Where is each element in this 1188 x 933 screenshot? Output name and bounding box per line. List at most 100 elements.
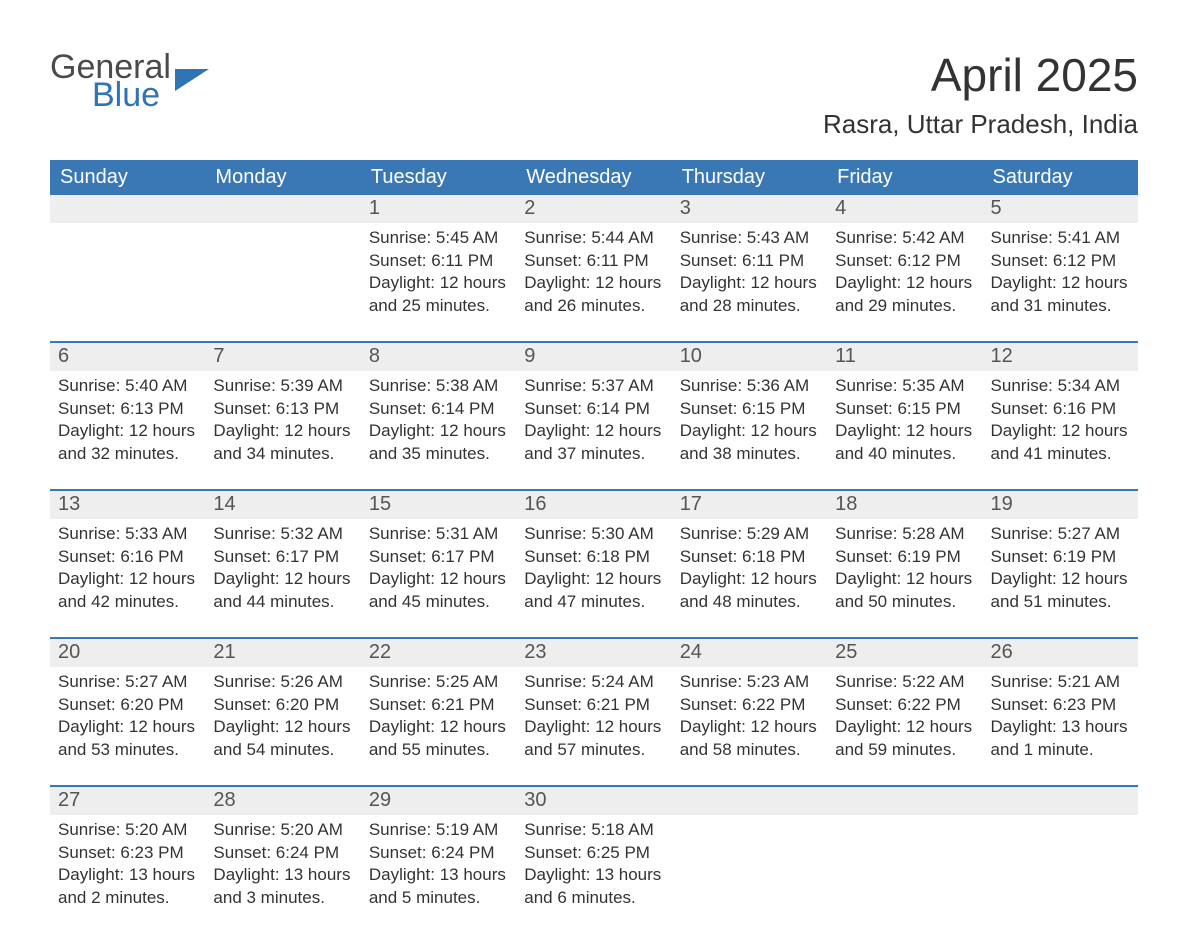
weekday-header-row: Sunday Monday Tuesday Wednesday Thursday… (50, 160, 1138, 195)
calendar-day-cell: 21Sunrise: 5:26 AMSunset: 6:20 PMDayligh… (205, 638, 360, 786)
sunrise-line: Sunrise: 5:38 AM (369, 375, 508, 398)
sunrise-line: Sunrise: 5:43 AM (680, 227, 819, 250)
daylight-line: Daylight: 12 hours and 32 minutes. (58, 420, 197, 466)
sunset-line: Sunset: 6:18 PM (524, 546, 663, 569)
daylight-line: Daylight: 12 hours and 25 minutes. (369, 272, 508, 318)
daylight-line: Daylight: 12 hours and 50 minutes. (835, 568, 974, 614)
sunset-line: Sunset: 6:13 PM (58, 398, 197, 421)
sunset-line: Sunset: 6:13 PM (213, 398, 352, 421)
brand-logo: General Blue (50, 50, 209, 112)
calendar-day-cell: 9Sunrise: 5:37 AMSunset: 6:14 PMDaylight… (516, 342, 671, 490)
day-number: 23 (516, 639, 671, 667)
sunset-line: Sunset: 6:22 PM (680, 694, 819, 717)
day-details: Sunrise: 5:33 AMSunset: 6:16 PMDaylight:… (50, 519, 205, 615)
sunset-line: Sunset: 6:20 PM (213, 694, 352, 717)
daylight-line: Daylight: 12 hours and 41 minutes. (991, 420, 1130, 466)
calendar-day-cell: 5Sunrise: 5:41 AMSunset: 6:12 PMDaylight… (983, 195, 1138, 342)
sunset-line: Sunset: 6:21 PM (524, 694, 663, 717)
daylight-line: Daylight: 12 hours and 55 minutes. (369, 716, 508, 762)
day-number: 21 (205, 639, 360, 667)
sunrise-line: Sunrise: 5:20 AM (58, 819, 197, 842)
day-details: Sunrise: 5:20 AMSunset: 6:24 PMDaylight:… (205, 815, 360, 911)
day-details: Sunrise: 5:39 AMSunset: 6:13 PMDaylight:… (205, 371, 360, 467)
daylight-line: Daylight: 12 hours and 40 minutes. (835, 420, 974, 466)
sunrise-line: Sunrise: 5:37 AM (524, 375, 663, 398)
day-number: 15 (361, 491, 516, 519)
day-number: 6 (50, 343, 205, 371)
weekday-header: Saturday (983, 160, 1138, 195)
sunset-line: Sunset: 6:16 PM (58, 546, 197, 569)
daylight-line: Daylight: 12 hours and 47 minutes. (524, 568, 663, 614)
calendar-day-cell: 1Sunrise: 5:45 AMSunset: 6:11 PMDaylight… (361, 195, 516, 342)
calendar-week-row: 27Sunrise: 5:20 AMSunset: 6:23 PMDayligh… (50, 786, 1138, 933)
sunrise-line: Sunrise: 5:27 AM (58, 671, 197, 694)
calendar-day-cell: 27Sunrise: 5:20 AMSunset: 6:23 PMDayligh… (50, 786, 205, 933)
logo-flag-icon (175, 69, 209, 97)
sunset-line: Sunset: 6:20 PM (58, 694, 197, 717)
sunset-line: Sunset: 6:24 PM (369, 842, 508, 865)
calendar-table: Sunday Monday Tuesday Wednesday Thursday… (50, 160, 1138, 933)
sunset-line: Sunset: 6:11 PM (369, 250, 508, 273)
daylight-line: Daylight: 12 hours and 51 minutes. (991, 568, 1130, 614)
day-details: Sunrise: 5:27 AMSunset: 6:19 PMDaylight:… (983, 519, 1138, 615)
calendar-day-cell: 29Sunrise: 5:19 AMSunset: 6:24 PMDayligh… (361, 786, 516, 933)
daylight-line: Daylight: 12 hours and 57 minutes. (524, 716, 663, 762)
sunset-line: Sunset: 6:11 PM (680, 250, 819, 273)
daylight-line: Daylight: 12 hours and 44 minutes. (213, 568, 352, 614)
day-number: 10 (672, 343, 827, 371)
daylight-line: Daylight: 12 hours and 45 minutes. (369, 568, 508, 614)
day-number: 25 (827, 639, 982, 667)
sunrise-line: Sunrise: 5:44 AM (524, 227, 663, 250)
day-number: 17 (672, 491, 827, 519)
calendar-week-row: 20Sunrise: 5:27 AMSunset: 6:20 PMDayligh… (50, 638, 1138, 786)
sunset-line: Sunset: 6:14 PM (369, 398, 508, 421)
sunset-line: Sunset: 6:23 PM (991, 694, 1130, 717)
sunset-line: Sunset: 6:22 PM (835, 694, 974, 717)
daylight-line: Daylight: 13 hours and 1 minute. (991, 716, 1130, 762)
calendar-day-cell: 17Sunrise: 5:29 AMSunset: 6:18 PMDayligh… (672, 490, 827, 638)
sunset-line: Sunset: 6:24 PM (213, 842, 352, 865)
sunrise-line: Sunrise: 5:23 AM (680, 671, 819, 694)
logo-word-blue: Blue (92, 76, 160, 114)
calendar-day-cell: 20Sunrise: 5:27 AMSunset: 6:20 PMDayligh… (50, 638, 205, 786)
sunrise-line: Sunrise: 5:27 AM (991, 523, 1130, 546)
sunset-line: Sunset: 6:18 PM (680, 546, 819, 569)
day-details: Sunrise: 5:29 AMSunset: 6:18 PMDaylight:… (672, 519, 827, 615)
day-number: 29 (361, 787, 516, 815)
calendar-day-cell: 23Sunrise: 5:24 AMSunset: 6:21 PMDayligh… (516, 638, 671, 786)
daylight-line: Daylight: 12 hours and 29 minutes. (835, 272, 974, 318)
sunset-line: Sunset: 6:16 PM (991, 398, 1130, 421)
day-details: Sunrise: 5:34 AMSunset: 6:16 PMDaylight:… (983, 371, 1138, 467)
sunset-line: Sunset: 6:15 PM (835, 398, 974, 421)
sunrise-line: Sunrise: 5:39 AM (213, 375, 352, 398)
sunrise-line: Sunrise: 5:45 AM (369, 227, 508, 250)
day-number: 19 (983, 491, 1138, 519)
sunrise-line: Sunrise: 5:29 AM (680, 523, 819, 546)
sunrise-line: Sunrise: 5:42 AM (835, 227, 974, 250)
calendar-day-cell: 15Sunrise: 5:31 AMSunset: 6:17 PMDayligh… (361, 490, 516, 638)
daylight-line: Daylight: 12 hours and 37 minutes. (524, 420, 663, 466)
calendar-day-cell: 4Sunrise: 5:42 AMSunset: 6:12 PMDaylight… (827, 195, 982, 342)
daylight-line: Daylight: 12 hours and 58 minutes. (680, 716, 819, 762)
day-details: Sunrise: 5:25 AMSunset: 6:21 PMDaylight:… (361, 667, 516, 763)
sunrise-line: Sunrise: 5:34 AM (991, 375, 1130, 398)
calendar-week-row: 6Sunrise: 5:40 AMSunset: 6:13 PMDaylight… (50, 342, 1138, 490)
day-number: 2 (516, 195, 671, 223)
daylight-line: Daylight: 13 hours and 2 minutes. (58, 864, 197, 910)
day-details: Sunrise: 5:20 AMSunset: 6:23 PMDaylight:… (50, 815, 205, 911)
weekday-header: Sunday (50, 160, 205, 195)
calendar-page: General Blue April 2025 Rasra, Uttar Pra… (0, 0, 1188, 933)
day-number (672, 787, 827, 815)
day-number: 8 (361, 343, 516, 371)
sunrise-line: Sunrise: 5:19 AM (369, 819, 508, 842)
calendar-day-cell: 13Sunrise: 5:33 AMSunset: 6:16 PMDayligh… (50, 490, 205, 638)
day-details: Sunrise: 5:38 AMSunset: 6:14 PMDaylight:… (361, 371, 516, 467)
sunset-line: Sunset: 6:17 PM (213, 546, 352, 569)
day-details: Sunrise: 5:26 AMSunset: 6:20 PMDaylight:… (205, 667, 360, 763)
sunrise-line: Sunrise: 5:22 AM (835, 671, 974, 694)
sunset-line: Sunset: 6:23 PM (58, 842, 197, 865)
sunset-line: Sunset: 6:25 PM (524, 842, 663, 865)
title-block: April 2025 Rasra, Uttar Pradesh, India (823, 50, 1138, 154)
day-number: 13 (50, 491, 205, 519)
sunrise-line: Sunrise: 5:26 AM (213, 671, 352, 694)
